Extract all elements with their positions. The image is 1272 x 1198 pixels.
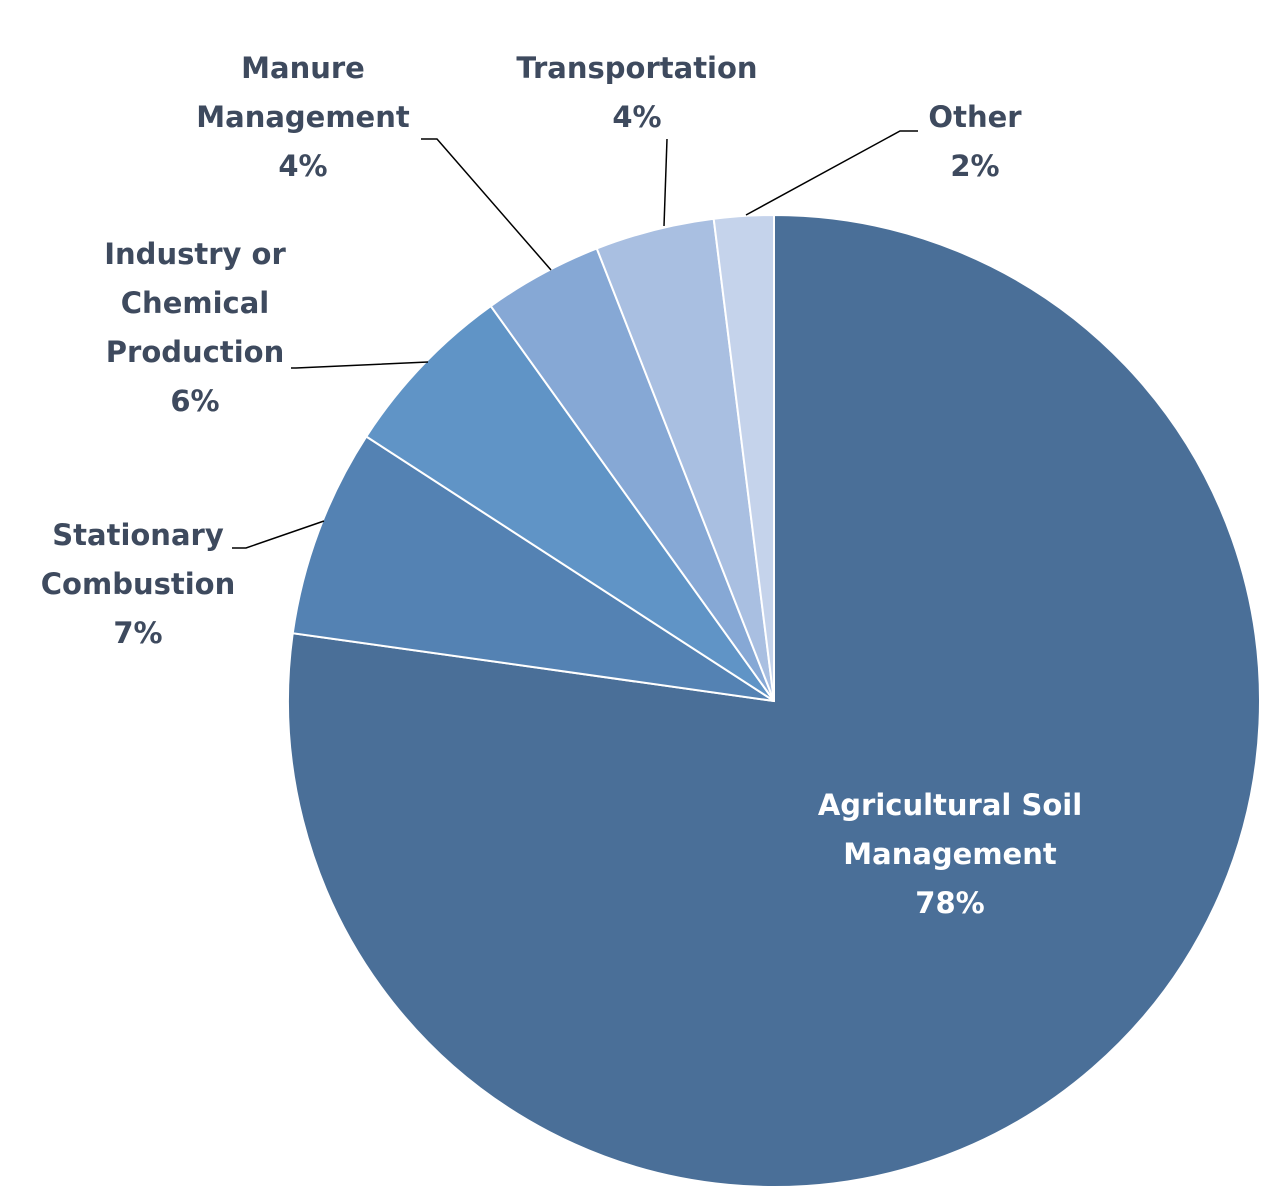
data-label-percent: 2% (950, 149, 999, 183)
data-label-percent: 78% (915, 886, 984, 920)
data-label-line: Manure (241, 51, 365, 85)
leader-line-stationary-combustion (232, 520, 325, 549)
data-label-line: Agricultural Soil (818, 788, 1082, 822)
data-label-line: Stationary (52, 518, 224, 552)
data-label-transportation: Transportation 4% (516, 51, 757, 134)
data-label-percent: 6% (170, 384, 219, 418)
leader-line-transportation (663, 138, 668, 227)
data-label-line: Management (843, 837, 1057, 871)
leader-line-other (745, 130, 918, 216)
data-label-stationary-combustion: Stationary Combustion 7% (41, 518, 235, 650)
data-label-percent: 7% (113, 616, 162, 650)
pie-slice-industry-or-chemical-production (364, 304, 775, 702)
data-label-line: Production (106, 335, 284, 369)
data-label-line: Management (196, 100, 410, 134)
data-label-line: Industry or (104, 237, 286, 271)
data-label-percent: 4% (278, 149, 327, 183)
data-label-line: Transportation (516, 51, 757, 85)
data-label-line: Chemical (121, 286, 269, 320)
data-label-agricultural-soil-management: Agricultural Soil Management 78% (818, 788, 1082, 920)
leader-lines-layer (232, 130, 918, 549)
pie-slice-stationary-combustion (291, 435, 775, 702)
slices-layer (287, 213, 1261, 1188)
leader-line-manure-management (421, 138, 552, 271)
data-label-percent: 4% (612, 100, 661, 134)
pie-slice-other (712, 213, 775, 702)
data-label-other: Other 2% (928, 100, 1022, 183)
data-label-industry-or-chemical-production: Industry or Chemical Production 6% (104, 237, 286, 418)
data-label-manure-management: Manure Management 4% (196, 51, 410, 183)
data-label-line: Combustion (41, 567, 235, 601)
labels-layer: Agricultural Soil Management 78% Stationary… (41, 51, 1082, 920)
data-label-line: Other (928, 100, 1022, 134)
leader-line-industry-or-chemical-production (291, 361, 429, 369)
